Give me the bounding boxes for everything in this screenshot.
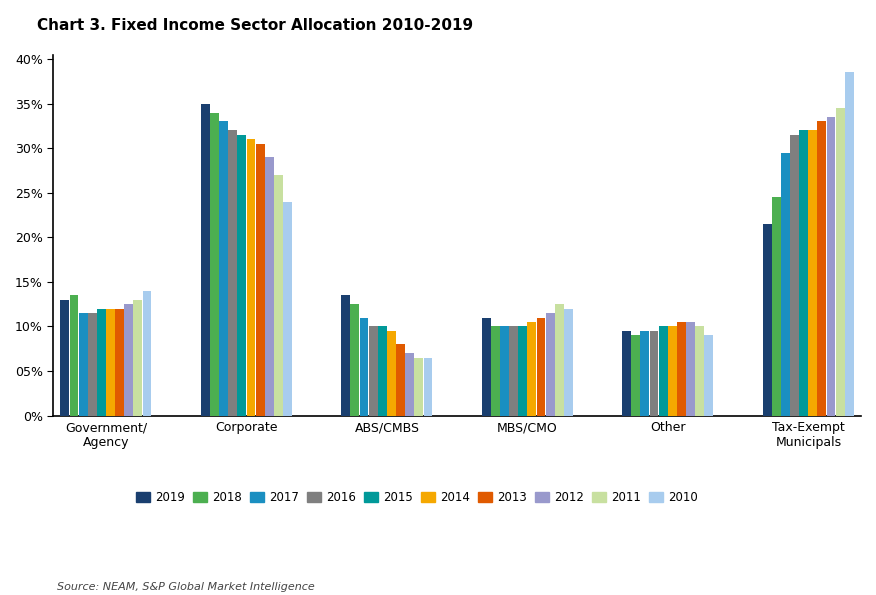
Bar	[537, 318, 546, 416]
Bar	[219, 121, 228, 416]
Bar	[668, 327, 677, 416]
Bar	[527, 322, 536, 416]
Legend: 2019, 2018, 2017, 2016, 2015, 2014, 2013, 2012, 2011, 2010: 2019, 2018, 2017, 2016, 2015, 2014, 2013…	[131, 487, 703, 509]
Bar	[790, 135, 799, 416]
Text: Source: NEAM, S&P Global Market Intelligence: Source: NEAM, S&P Global Market Intellig…	[57, 582, 314, 592]
Bar	[763, 224, 772, 416]
Text: Chart 3. Fixed Income Sector Allocation 2010-2019: Chart 3. Fixed Income Sector Allocation …	[38, 18, 473, 33]
Bar	[704, 336, 713, 416]
Bar	[342, 295, 350, 416]
Bar	[283, 202, 292, 416]
Bar	[482, 318, 491, 416]
Bar	[491, 327, 500, 416]
Bar	[201, 104, 209, 416]
Bar	[79, 313, 88, 416]
Bar	[124, 304, 133, 416]
Bar	[650, 331, 659, 416]
Bar	[143, 291, 152, 416]
Bar	[369, 327, 378, 416]
Bar	[237, 135, 246, 416]
Bar	[519, 327, 527, 416]
Bar	[229, 130, 237, 416]
Bar	[659, 327, 668, 416]
Bar	[60, 300, 69, 416]
Bar	[396, 345, 405, 416]
Bar	[106, 309, 115, 416]
Bar	[817, 121, 826, 416]
Bar	[509, 327, 518, 416]
Bar	[640, 331, 649, 416]
Bar	[88, 313, 96, 416]
Bar	[844, 73, 854, 416]
Bar	[256, 144, 265, 416]
Bar	[622, 331, 631, 416]
Bar	[500, 327, 509, 416]
Bar	[546, 313, 555, 416]
Bar	[564, 309, 573, 416]
Bar	[414, 358, 423, 416]
Bar	[809, 130, 817, 416]
Bar	[210, 112, 219, 416]
Bar	[781, 153, 790, 416]
Bar	[677, 322, 686, 416]
Bar	[406, 353, 414, 416]
Bar	[274, 175, 283, 416]
Bar	[387, 331, 396, 416]
Bar	[359, 318, 369, 416]
Bar	[555, 304, 563, 416]
Bar	[350, 304, 359, 416]
Bar	[97, 309, 106, 416]
Bar	[696, 327, 704, 416]
Bar	[423, 358, 433, 416]
Bar	[827, 117, 836, 416]
Bar	[246, 139, 256, 416]
Bar	[133, 300, 142, 416]
Bar	[686, 322, 695, 416]
Bar	[378, 327, 386, 416]
Bar	[116, 309, 124, 416]
Bar	[265, 157, 273, 416]
Bar	[632, 336, 640, 416]
Bar	[69, 295, 79, 416]
Bar	[799, 130, 808, 416]
Bar	[772, 198, 781, 416]
Bar	[836, 108, 844, 416]
